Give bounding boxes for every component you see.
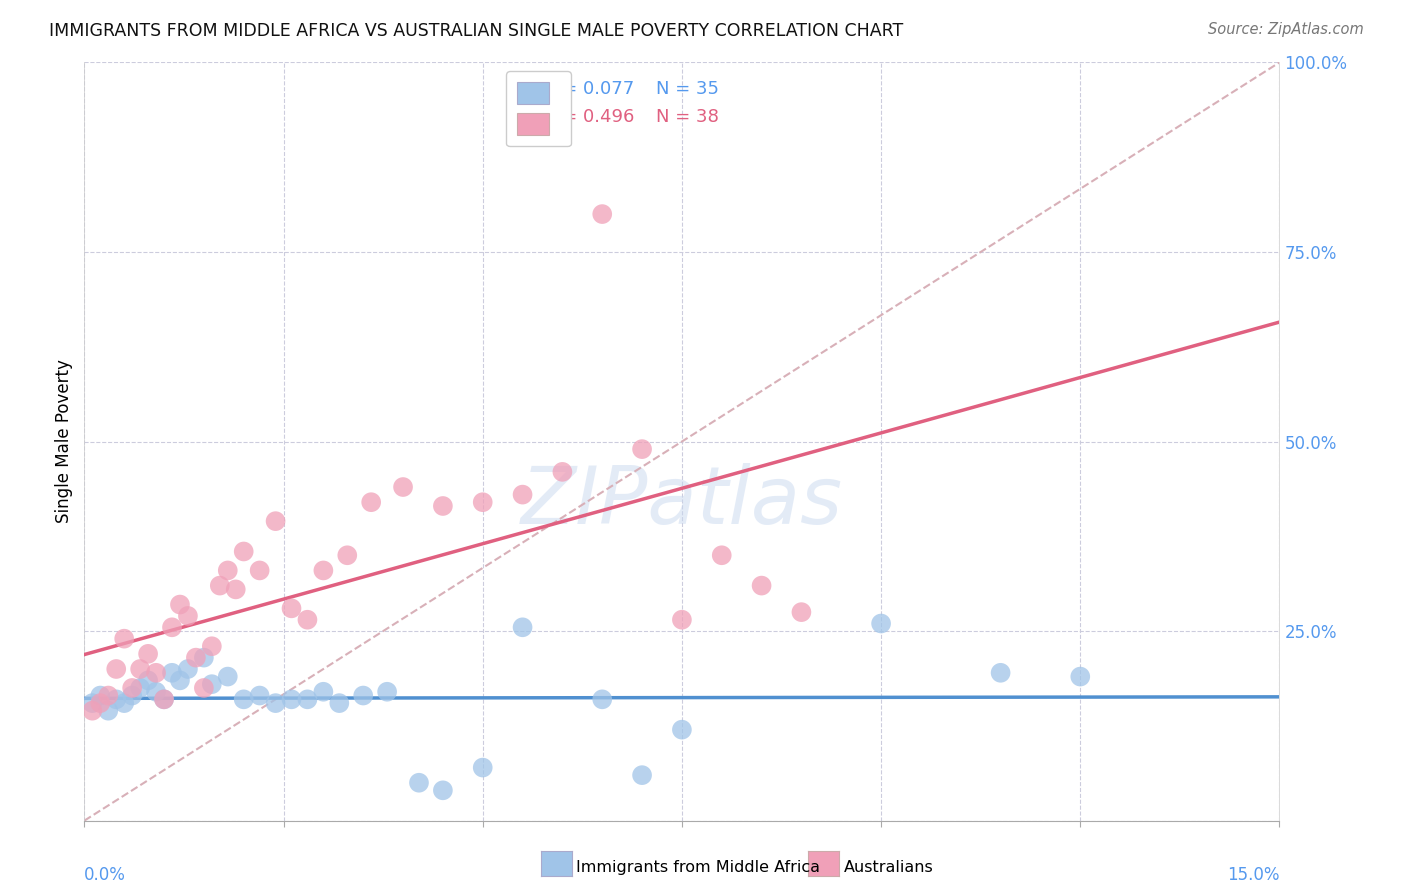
Point bbox=[160, 665, 183, 680]
Point bbox=[208, 579, 231, 593]
Point bbox=[177, 662, 200, 676]
Point bbox=[225, 582, 247, 597]
Point bbox=[671, 723, 693, 737]
Point bbox=[990, 665, 1012, 680]
Point bbox=[177, 608, 200, 623]
Point bbox=[375, 685, 398, 699]
Point bbox=[136, 673, 159, 688]
Point bbox=[471, 760, 494, 774]
Point bbox=[751, 579, 773, 593]
Point bbox=[631, 442, 654, 457]
Point bbox=[217, 564, 239, 578]
Text: Immigrants from Middle Africa: Immigrants from Middle Africa bbox=[576, 860, 821, 874]
Point bbox=[105, 692, 128, 706]
Point bbox=[193, 681, 215, 695]
Text: ZIPatlas: ZIPatlas bbox=[520, 463, 844, 541]
Point bbox=[432, 783, 454, 797]
Text: 15.0%: 15.0% bbox=[1227, 866, 1279, 884]
Point bbox=[121, 689, 143, 703]
Point bbox=[201, 677, 224, 691]
Point bbox=[169, 673, 191, 688]
Point bbox=[232, 544, 254, 558]
Point bbox=[97, 689, 120, 703]
Text: IMMIGRANTS FROM MIDDLE AFRICA VS AUSTRALIAN SINGLE MALE POVERTY CORRELATION CHAR: IMMIGRANTS FROM MIDDLE AFRICA VS AUSTRAL… bbox=[49, 22, 904, 40]
Point bbox=[591, 692, 613, 706]
Point bbox=[360, 495, 382, 509]
Point bbox=[89, 689, 111, 703]
Point bbox=[153, 692, 176, 706]
Point bbox=[352, 689, 374, 703]
Point bbox=[145, 685, 167, 699]
Point bbox=[193, 650, 215, 665]
Point bbox=[312, 564, 335, 578]
Point bbox=[312, 685, 335, 699]
Point bbox=[217, 669, 239, 683]
Point bbox=[112, 696, 135, 710]
Point bbox=[432, 499, 454, 513]
Point bbox=[710, 548, 733, 563]
Point bbox=[392, 480, 415, 494]
Point bbox=[870, 616, 893, 631]
Point bbox=[184, 650, 207, 665]
Point bbox=[264, 514, 287, 528]
Text: N = 35: N = 35 bbox=[655, 80, 718, 98]
Point bbox=[97, 704, 120, 718]
Point bbox=[112, 632, 135, 646]
Text: N = 38: N = 38 bbox=[655, 108, 718, 126]
Point bbox=[153, 692, 176, 706]
Point bbox=[129, 662, 152, 676]
Text: Australians: Australians bbox=[844, 860, 934, 874]
Legend: , : , bbox=[506, 71, 571, 146]
Point bbox=[82, 704, 104, 718]
Point bbox=[408, 776, 430, 790]
Point bbox=[631, 768, 654, 782]
Point bbox=[160, 620, 183, 634]
Point bbox=[471, 495, 494, 509]
Point bbox=[249, 689, 271, 703]
Text: R = 0.496: R = 0.496 bbox=[544, 108, 636, 126]
Point bbox=[790, 605, 813, 619]
Point bbox=[129, 681, 152, 695]
Point bbox=[249, 564, 271, 578]
Point bbox=[89, 696, 111, 710]
Point bbox=[280, 601, 302, 615]
Point bbox=[1069, 669, 1091, 683]
Point bbox=[145, 665, 167, 680]
Text: R = 0.077: R = 0.077 bbox=[544, 80, 634, 98]
Point bbox=[512, 620, 534, 634]
Point bbox=[264, 696, 287, 710]
Text: 0.0%: 0.0% bbox=[84, 866, 127, 884]
Point bbox=[136, 647, 159, 661]
Point bbox=[82, 696, 104, 710]
Point bbox=[328, 696, 350, 710]
Point bbox=[201, 639, 224, 653]
Point bbox=[297, 613, 319, 627]
Point bbox=[232, 692, 254, 706]
Y-axis label: Single Male Poverty: Single Male Poverty bbox=[55, 359, 73, 524]
Point bbox=[671, 613, 693, 627]
Point bbox=[105, 662, 128, 676]
Point bbox=[297, 692, 319, 706]
Point bbox=[121, 681, 143, 695]
Point bbox=[336, 548, 359, 563]
Point bbox=[169, 598, 191, 612]
Point bbox=[551, 465, 574, 479]
Point bbox=[280, 692, 302, 706]
Point bbox=[591, 207, 613, 221]
Text: Source: ZipAtlas.com: Source: ZipAtlas.com bbox=[1208, 22, 1364, 37]
Point bbox=[512, 487, 534, 501]
